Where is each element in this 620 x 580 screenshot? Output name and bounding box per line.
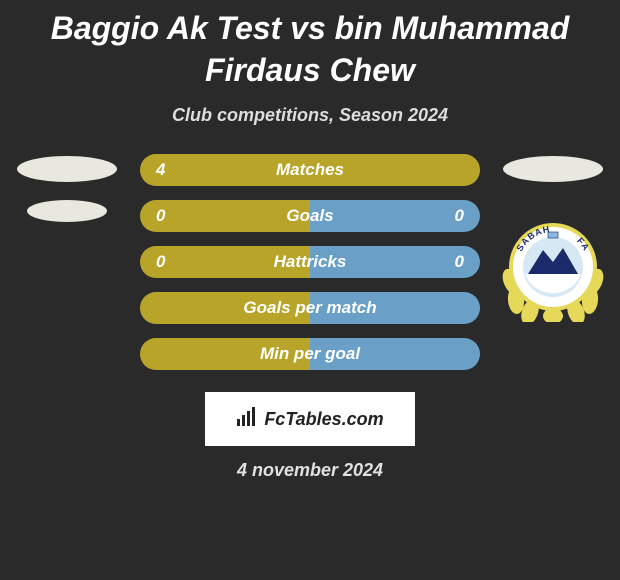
stat-right-value: 0 (455, 206, 464, 226)
stat-label: Min per goal (260, 344, 360, 364)
stat-row: 0 Hattricks 0 (140, 246, 480, 278)
stat-left-value: 0 (156, 252, 165, 272)
player-placeholder-ellipse (503, 156, 603, 182)
stat-label: Goals per match (243, 298, 376, 318)
brand-card: FcTables.com (205, 392, 415, 446)
stat-row: Goals per match (140, 292, 480, 324)
stat-row: Min per goal (140, 338, 480, 370)
page-title: Baggio Ak Test vs bin Muhammad Firdaus C… (0, 0, 620, 91)
stat-row: 4 Matches (140, 154, 480, 186)
stats-area: 4 Matches 0 Goals 0 0 Hattricks 0 Goals per matc… (0, 154, 620, 370)
stat-left-value: 0 (156, 206, 165, 226)
team-crest-icon: SABAH FA (498, 212, 608, 322)
brand-label: FcTables.com (264, 409, 383, 430)
stat-right-value: 0 (455, 252, 464, 272)
comparison-card: Baggio Ak Test vs bin Muhammad Firdaus C… (0, 0, 620, 580)
subtitle: Club competitions, Season 2024 (0, 105, 620, 126)
stat-bars: 4 Matches 0 Goals 0 0 Hattricks 0 Goals per matc… (140, 154, 480, 370)
stat-label: Goals (286, 206, 333, 226)
left-player-col (12, 154, 122, 222)
stat-label: Matches (276, 160, 344, 180)
stat-row: 0 Goals 0 (140, 200, 480, 232)
player-placeholder-ellipse (17, 156, 117, 182)
chart-icon (236, 407, 258, 432)
right-player-col: SABAH FA (498, 154, 608, 322)
stat-label: Hattricks (274, 252, 347, 272)
team-placeholder-ellipse (27, 200, 107, 222)
date-label: 4 november 2024 (0, 460, 620, 481)
stat-left-value: 4 (156, 160, 165, 180)
